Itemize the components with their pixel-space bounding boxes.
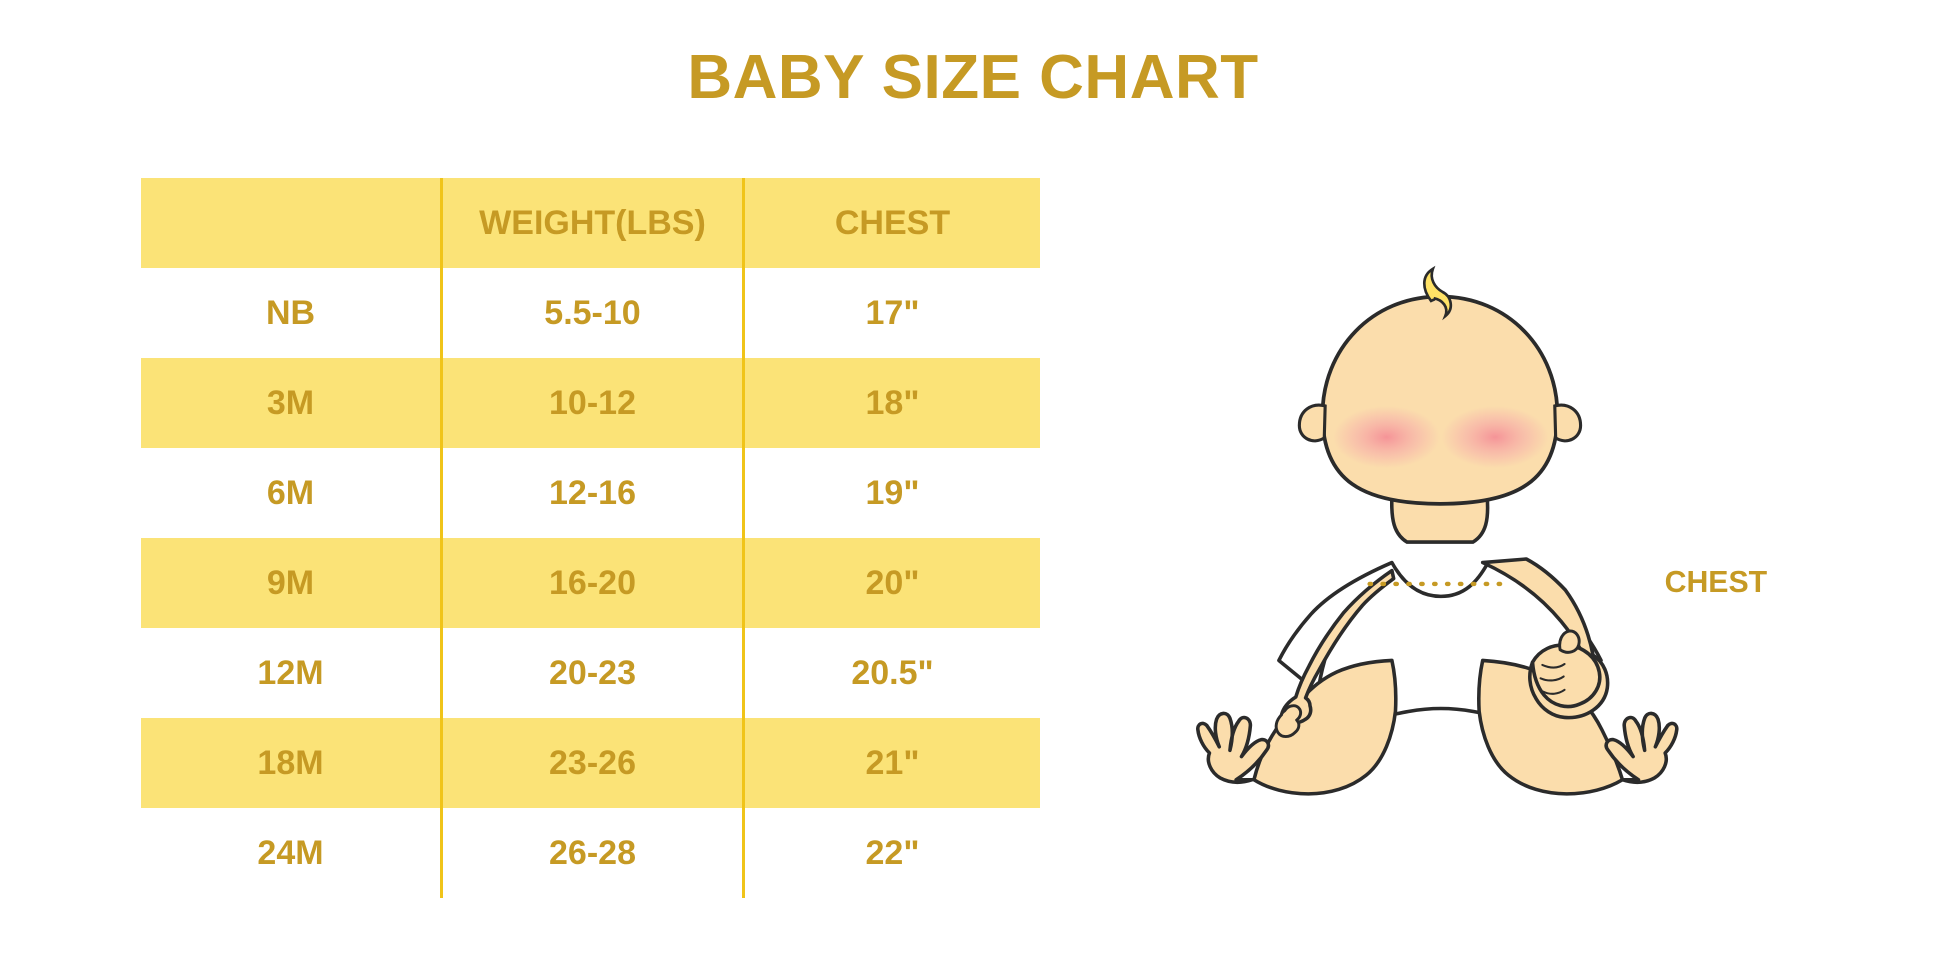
svg-text:CHEST: CHEST — [1665, 566, 1768, 599]
